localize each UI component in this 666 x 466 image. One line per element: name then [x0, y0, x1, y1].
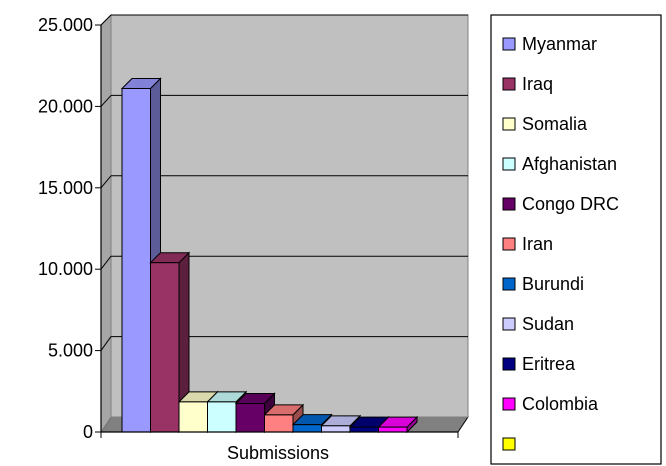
bar-front — [378, 426, 408, 433]
x-axis-label: Submissions — [227, 443, 329, 463]
gridline-side — [100, 14, 112, 26]
bar — [120, 77, 162, 434]
bar-front — [321, 425, 351, 433]
bar-front — [207, 401, 237, 433]
gridline-side — [100, 95, 112, 107]
bar — [263, 403, 305, 434]
bar — [377, 415, 419, 434]
y-tick-label: 15.000 — [38, 178, 93, 198]
gridline-side — [100, 255, 112, 270]
legend-swatch — [502, 157, 516, 171]
y-tick-label: 25.000 — [38, 15, 93, 35]
legend-swatch — [502, 397, 516, 411]
gridline-side — [100, 336, 112, 351]
legend-label: Iraq — [522, 74, 553, 94]
legend-label: Eritrea — [522, 354, 576, 374]
legend-box — [490, 14, 662, 465]
legend-label: Somalia — [522, 114, 588, 134]
gridline-side — [100, 175, 112, 189]
bar-front — [264, 414, 294, 433]
legend-swatch — [502, 317, 516, 331]
y-tick-label: 0 — [83, 422, 93, 442]
axes — [95, 24, 459, 438]
legend-swatch — [502, 437, 516, 451]
legend-swatch — [502, 197, 516, 211]
chart-side-wall — [100, 13, 112, 434]
legend-label: Burundi — [522, 274, 584, 294]
bar-front — [150, 262, 180, 433]
legend-label: Sudan — [522, 314, 574, 334]
legend-swatch — [502, 237, 516, 251]
bar-front — [235, 403, 265, 433]
y-tick-label: 5.000 — [48, 341, 93, 361]
legend-swatch — [502, 357, 516, 371]
legend-swatch — [502, 117, 516, 131]
legend-label: Afghanistan — [522, 154, 617, 174]
legend-label: Congo DRC — [522, 194, 619, 214]
legend-label: Iran — [522, 234, 553, 254]
legend-label: Colombia — [522, 394, 599, 414]
legend: Myanmar Iraq Somalia Afghanistan Congo DRC Ir… — [490, 14, 662, 465]
bar-front — [292, 424, 322, 433]
y-tick-label: 10.000 — [38, 259, 93, 279]
bar-front — [121, 87, 151, 433]
y-tick-labels: 0 5.000 10.000 15.000 20.000 25.000 — [38, 15, 93, 442]
legend-label: Myanmar — [522, 34, 597, 54]
bar-front — [349, 426, 379, 433]
legend-swatch — [502, 37, 516, 51]
bar-front — [178, 401, 208, 433]
legend-swatch — [502, 77, 516, 91]
legend-swatch — [502, 277, 516, 291]
y-tick-label: 20.000 — [38, 96, 93, 116]
